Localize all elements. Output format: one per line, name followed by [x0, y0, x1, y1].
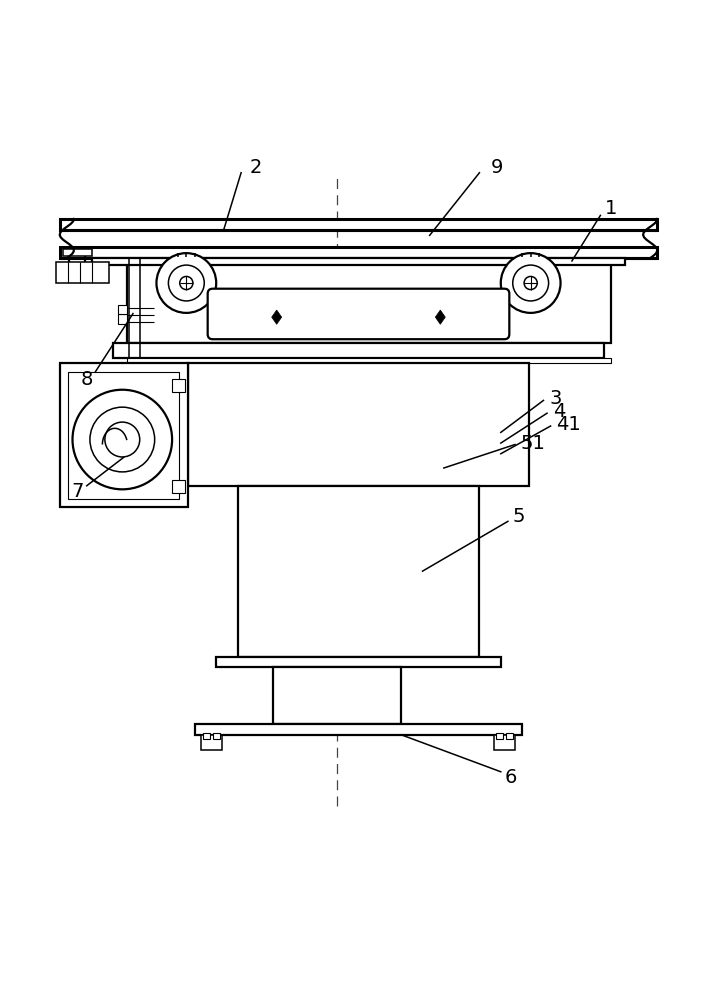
Bar: [118, 305, 127, 314]
Bar: [195, 724, 522, 735]
Bar: [113, 343, 604, 358]
Text: 6: 6: [505, 768, 517, 787]
Text: 4: 4: [553, 402, 565, 421]
Text: 51: 51: [521, 434, 546, 453]
Bar: [213, 733, 220, 739]
Text: 7: 7: [71, 482, 84, 501]
Text: 3: 3: [549, 389, 561, 408]
Text: 41: 41: [556, 415, 581, 434]
FancyBboxPatch shape: [208, 289, 509, 339]
Bar: [273, 667, 402, 724]
Bar: [56, 262, 110, 283]
Bar: [128, 264, 611, 343]
Bar: [60, 363, 188, 507]
Circle shape: [180, 276, 193, 290]
Text: 8: 8: [80, 370, 93, 389]
Bar: [217, 657, 500, 667]
Bar: [188, 363, 529, 486]
Bar: [68, 372, 179, 499]
Bar: [63, 249, 92, 256]
Circle shape: [105, 422, 140, 457]
Bar: [237, 486, 480, 657]
Circle shape: [524, 276, 537, 290]
Bar: [203, 733, 210, 739]
Text: 2: 2: [249, 158, 262, 177]
Bar: [128, 358, 611, 363]
Polygon shape: [435, 310, 445, 324]
Text: 5: 5: [513, 507, 525, 526]
Bar: [60, 219, 657, 230]
Bar: [505, 733, 513, 739]
Bar: [118, 314, 127, 324]
Circle shape: [72, 390, 172, 489]
Bar: [494, 735, 515, 750]
Bar: [172, 480, 185, 493]
Circle shape: [156, 253, 217, 313]
Text: 9: 9: [491, 158, 503, 177]
Circle shape: [500, 253, 561, 313]
Circle shape: [513, 265, 549, 301]
Bar: [201, 735, 222, 750]
Bar: [496, 733, 503, 739]
Polygon shape: [272, 310, 282, 324]
Bar: [92, 258, 625, 265]
Circle shape: [168, 265, 204, 301]
Circle shape: [90, 407, 155, 472]
Text: 1: 1: [605, 199, 617, 218]
Bar: [60, 247, 657, 258]
Bar: [172, 379, 185, 392]
